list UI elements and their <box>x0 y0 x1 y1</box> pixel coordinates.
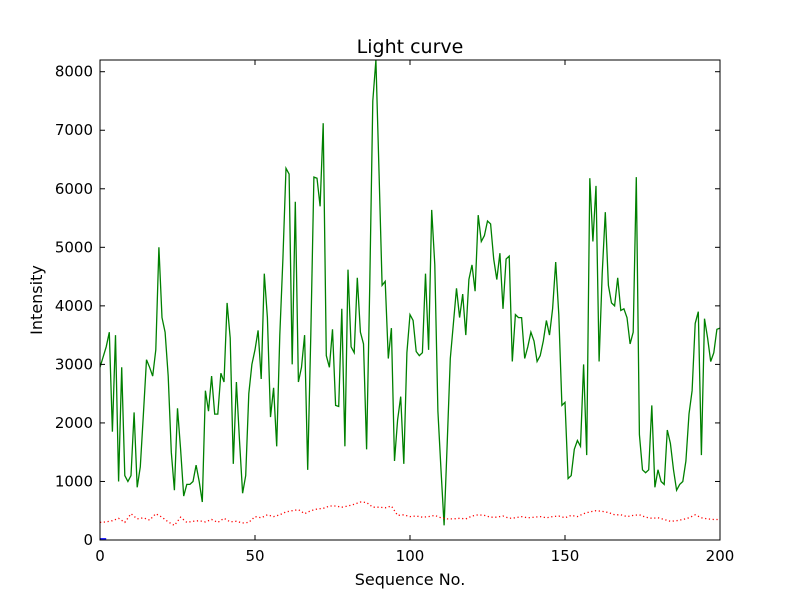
x-tick-label: 200 <box>706 547 735 565</box>
y-axis-ticks: 0 1000 2000 3000 4000 5000 6000 7000 8000 <box>55 63 720 549</box>
y-tick-label: 8000 <box>55 63 93 81</box>
y-tick-label: 6000 <box>55 180 93 198</box>
x-tick-label: 100 <box>396 547 425 565</box>
y-tick-label: 7000 <box>55 121 93 139</box>
x-tick-label: 50 <box>245 547 264 565</box>
series-line-0 <box>99 59 721 526</box>
axes-background <box>100 60 720 540</box>
x-axis-ticks: 0 50 100 150 200 <box>95 60 734 565</box>
y-tick-label: 1000 <box>55 472 93 490</box>
chart-title: Light curve <box>357 36 464 58</box>
y-tick-label: 2000 <box>55 414 93 432</box>
series-layer <box>99 59 721 540</box>
y-tick-label: 0 <box>83 531 93 549</box>
plot-area <box>99 59 721 541</box>
y-axis-label: Intensity <box>27 265 46 335</box>
y-tick-label: 5000 <box>55 238 93 256</box>
x-axis-label: Sequence No. <box>355 570 466 589</box>
x-tick-label: 0 <box>95 547 105 565</box>
y-tick-label: 4000 <box>55 297 93 315</box>
x-tick-label: 150 <box>551 547 580 565</box>
series-line-1 <box>99 501 720 527</box>
y-tick-label: 3000 <box>55 355 93 373</box>
